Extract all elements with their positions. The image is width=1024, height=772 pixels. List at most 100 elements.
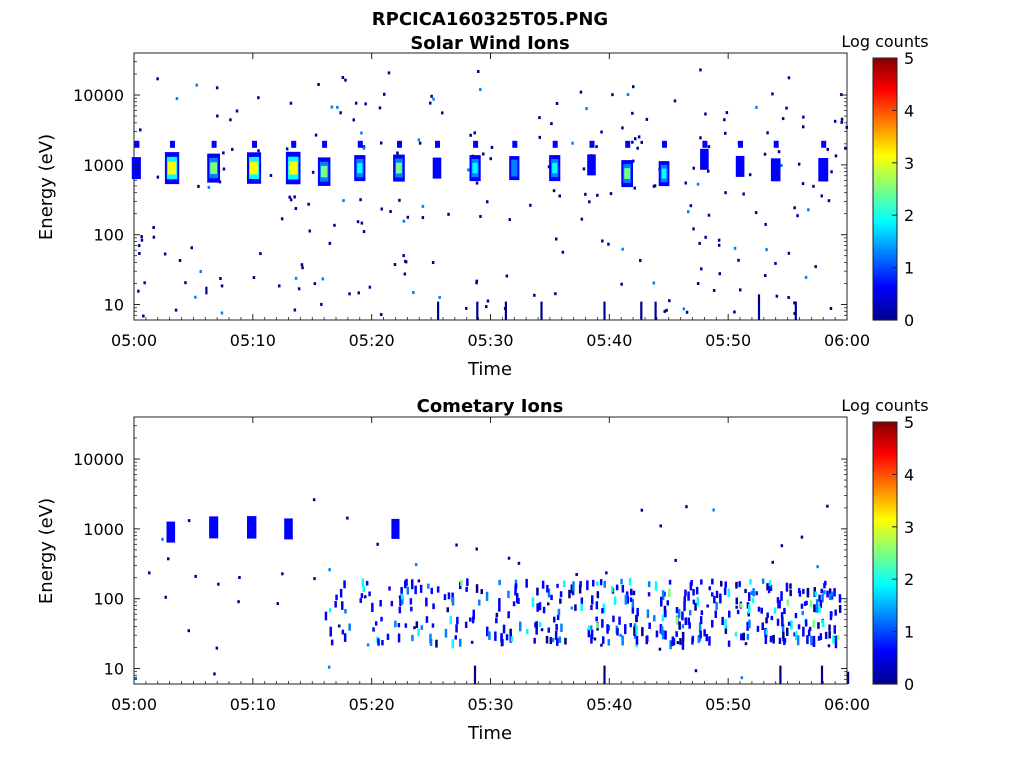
noise-pixel	[517, 561, 521, 565]
band-pixel	[447, 592, 451, 600]
band-pixel	[526, 628, 529, 635]
noise-pixel	[631, 140, 634, 144]
noise-pixel	[281, 572, 284, 576]
band-pixel	[455, 624, 458, 633]
band-pixel	[838, 605, 842, 613]
x-tick-label: 05:50	[705, 331, 751, 350]
band-pixel	[435, 639, 438, 648]
noise-pixel	[712, 289, 716, 292]
noise-pixel	[167, 557, 170, 561]
noise-pixel	[356, 220, 360, 224]
band-pixel	[386, 633, 390, 640]
noise-pixel	[723, 118, 726, 122]
band-pixel	[635, 635, 639, 645]
noise-pixel	[360, 131, 363, 135]
noise-pixel	[653, 184, 657, 188]
burst	[432, 140, 442, 179]
noise-pixel	[269, 174, 273, 177]
noise-pixel	[163, 252, 167, 256]
band-pixel	[559, 598, 562, 604]
band-pixel	[625, 591, 629, 597]
band-pixel	[510, 636, 514, 643]
band-pixel	[339, 588, 343, 598]
band-pixel	[501, 639, 504, 646]
band-pixel	[828, 631, 831, 639]
noise-pixel	[640, 140, 643, 144]
noise-pixel	[357, 291, 360, 295]
band-pixel	[681, 640, 685, 650]
band-pixel	[711, 619, 714, 628]
band-pixel	[555, 623, 558, 631]
band-pixel	[343, 633, 347, 642]
band-pixel	[787, 621, 791, 626]
noise-pixel	[138, 252, 141, 255]
band-pixel	[780, 591, 783, 601]
band-pixel	[580, 603, 583, 611]
noise-pixel	[398, 595, 402, 599]
band-pixel	[606, 624, 609, 634]
noise-pixel	[600, 643, 603, 647]
y-tick-label: 1000	[83, 156, 124, 175]
noise-pixel	[217, 582, 220, 586]
band-pixel	[427, 583, 430, 589]
band-pixel	[838, 594, 842, 603]
band-pixel	[538, 621, 542, 627]
noise-pixel	[706, 604, 709, 608]
noise-pixel	[797, 162, 801, 166]
band-pixel	[394, 620, 397, 628]
noise-pixel	[561, 250, 565, 254]
band-pixel	[495, 612, 499, 618]
band-pixel	[409, 598, 413, 605]
band-pixel	[696, 597, 700, 607]
band-pixel	[547, 627, 550, 633]
noise-pixel	[707, 145, 711, 149]
noise-pixel	[328, 568, 331, 572]
noise-pixel	[700, 267, 703, 271]
band-pixel	[782, 637, 785, 642]
noise-pixel	[387, 71, 391, 75]
band-pixel	[444, 628, 448, 638]
band-pixel	[700, 610, 704, 616]
band-pixel	[425, 616, 429, 623]
band-pixel	[550, 594, 553, 601]
noise-pixel	[505, 274, 509, 278]
band-pixel	[645, 636, 648, 645]
x-tick-label: 05:50	[705, 695, 751, 714]
y-tick-label: 10000	[73, 450, 124, 469]
noise-pixel	[257, 96, 260, 100]
band-pixel	[669, 640, 672, 650]
band-pixel	[362, 585, 365, 593]
solar-wind-ylabel: Energy (eV)	[36, 134, 57, 240]
noise-pixel	[696, 282, 700, 285]
y-tick-label: 1000	[83, 520, 124, 539]
noise-pixel	[333, 223, 336, 227]
band-pixel	[711, 578, 714, 585]
band-pixel	[794, 631, 798, 640]
band-pixel	[621, 584, 625, 593]
noise-pixel	[477, 70, 480, 73]
noise-pixel	[360, 221, 364, 225]
noise-pixel	[486, 299, 490, 303]
low-energy-streak	[205, 286, 208, 295]
cometary-plot-area	[133, 416, 848, 685]
band-pixel	[488, 631, 491, 640]
noise-pixel	[321, 277, 325, 281]
band-pixel	[495, 617, 498, 624]
noise-pixel	[222, 151, 225, 155]
band-pixel	[803, 601, 807, 606]
solar-wind-title: Solar Wind Ions	[410, 33, 569, 54]
band-pixel	[365, 580, 369, 586]
band-pixel	[828, 588, 832, 594]
band-pixel	[794, 613, 798, 619]
band-pixel	[699, 630, 702, 639]
band-pixel	[429, 633, 432, 644]
band-pixel	[536, 603, 539, 612]
noise-pixel	[780, 164, 783, 167]
noise-pixel	[187, 629, 190, 633]
noise-pixel	[285, 147, 289, 151]
band-pixel	[821, 594, 824, 603]
noise-pixel	[601, 239, 604, 243]
noise-pixel	[807, 208, 810, 212]
burst	[469, 140, 481, 182]
band-pixel	[475, 584, 479, 593]
